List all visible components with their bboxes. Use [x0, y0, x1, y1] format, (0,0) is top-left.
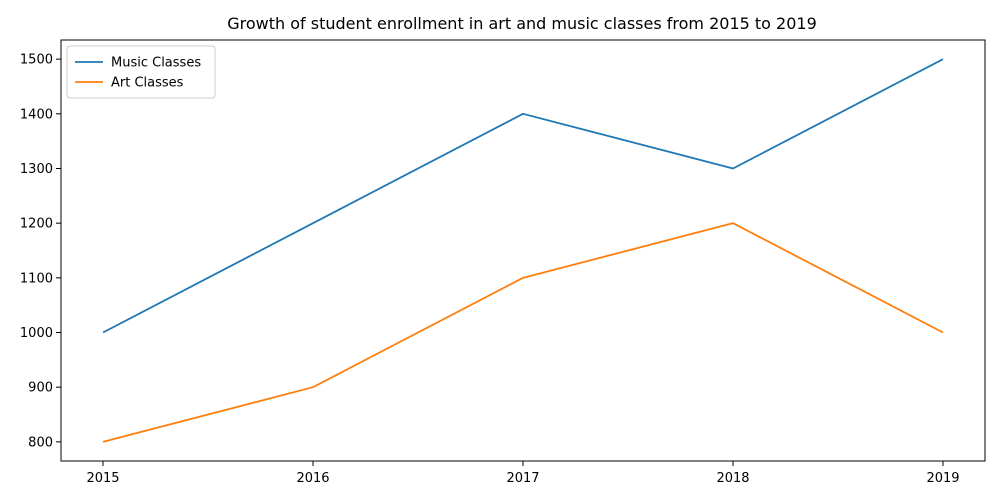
x-tick-label: 2019: [926, 471, 959, 486]
y-tick-label: 800: [28, 435, 53, 450]
y-tick-label: 1500: [20, 53, 53, 68]
legend-label: Music Classes: [111, 56, 201, 71]
legend-box: [66, 45, 216, 99]
y-tick-label: 1200: [20, 217, 53, 232]
series-lines: [102, 58, 944, 443]
y-tick-label: 1000: [20, 326, 53, 341]
legend: Music Classes Art Classes: [66, 45, 216, 99]
x-tick-label: 2018: [716, 471, 749, 486]
series-line-art-classes: [102, 222, 944, 443]
y-tick-label: 1400: [20, 107, 53, 122]
x-tick-label: 2016: [296, 471, 329, 486]
series-line-music-classes: [102, 58, 944, 334]
y-tick-label: 1300: [20, 162, 53, 177]
legend-label: Art Classes: [111, 76, 184, 91]
x-tick-label: 2017: [506, 471, 539, 486]
y-tick-label: 1100: [20, 271, 53, 286]
plot-frame: [60, 39, 986, 462]
y-tick-label: 900: [28, 381, 53, 396]
x-tick-label: 2015: [86, 471, 119, 486]
axes: 2015 2016 2017 2018 2019 800 900 1000 1100 1200 13…: [20, 39, 986, 486]
chart-title: Growth of student enrollment in art and …: [227, 14, 817, 33]
